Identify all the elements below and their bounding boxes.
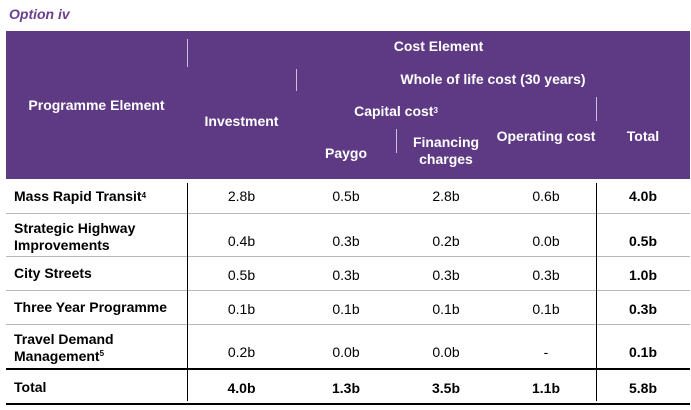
cell-investment: 0.5b [227,267,256,283]
cell-paygo: 0.0b [332,344,360,360]
row-label: Three Year Programme [14,299,168,315]
cell-total: 5.8b [628,380,657,396]
header-investment: Investment [204,112,279,129]
row-label: Strategic Highway Improvements [14,220,136,253]
cell-operating: 0.6b [532,188,560,204]
cell-investment: 4.0b [227,380,256,396]
table-bottom-border [6,403,690,405]
cell-financing: 0.3b [432,267,460,283]
row-label: Mass Rapid Transit 4 [14,187,147,204]
row-divider [6,213,690,214]
cell-total: 0.3b [628,301,657,317]
header-total: Total [626,127,660,144]
table-row: Travel Demand Management5 0.2b 0.0b 0.0b… [6,325,690,367]
cell-operating: 1.1b [531,380,560,396]
cell-total: 1.0b [628,267,657,283]
total-divider [6,368,690,370]
cell-paygo: 0.1b [332,301,360,317]
cell-operating: 0.0b [532,233,560,249]
table-header: Programme Element Cost Element Whole of … [6,31,690,179]
row-divider [6,290,690,291]
cell-investment: 2.8b [227,188,256,204]
option-title: Option iv [9,6,70,22]
header-divider [596,97,597,121]
cell-operating: 0.3b [532,267,560,283]
row-label: City Streets [14,265,92,281]
cell-financing: 3.5b [431,380,460,396]
header-divider [296,69,297,91]
cell-total: 0.5b [628,233,657,249]
cell-paygo: 0.3b [332,267,360,283]
cell-investment: 0.2b [227,344,256,360]
row-label: Total [14,378,47,395]
table-row: Three Year Programme 0.1b 0.1b 0.1b 0.1b… [6,291,690,324]
header-whole-of-life: Whole of life cost (30 years) [400,70,586,87]
header-cost-element: Cost Element [393,37,484,54]
cell-financing: 2.8b [432,188,460,204]
row-divider [6,256,690,257]
cell-financing: 0.2b [432,233,460,249]
header-capital-cost-label: Capital cost [354,102,434,119]
cell-total: 0.1b [628,344,657,360]
cell-financing: 0.1b [432,301,460,317]
cell-operating: 0.1b [532,301,560,317]
table-row-total: Total 4.0b 1.3b 3.5b 1.1b 5.8b [6,371,690,403]
column-divider [187,183,188,401]
header-financing: Financing charges [412,134,480,167]
header-paygo: Paygo [324,144,367,161]
header-operating: Operating cost [496,127,596,144]
table-row: Mass Rapid Transit 4 2.8b 0.5b 2.8b 0.6b … [6,179,690,213]
row-label: Travel Demand Management5 [14,331,114,364]
column-divider [596,183,597,401]
table-row: Strategic Highway Improvements 0.4b 0.3b… [6,214,690,256]
row-divider [6,324,690,325]
cell-paygo: 0.3b [332,233,360,249]
cell-operating: - [543,344,549,360]
header-programme-element: Programme Element [28,96,165,113]
cell-paygo: 1.3b [331,380,360,396]
cell-investment: 0.4b [227,233,256,249]
cell-investment: 0.1b [227,301,256,317]
table-row: City Streets 0.5b 0.3b 0.3b 0.3b 1.0b [6,257,690,290]
cell-total: 4.0b [628,188,657,204]
cell-financing: 0.0b [432,344,460,360]
header-divider [396,129,397,153]
header-divider [187,39,188,67]
cell-paygo: 0.5b [332,188,360,204]
header-capital-cost: Capital cost 3 [354,102,438,119]
